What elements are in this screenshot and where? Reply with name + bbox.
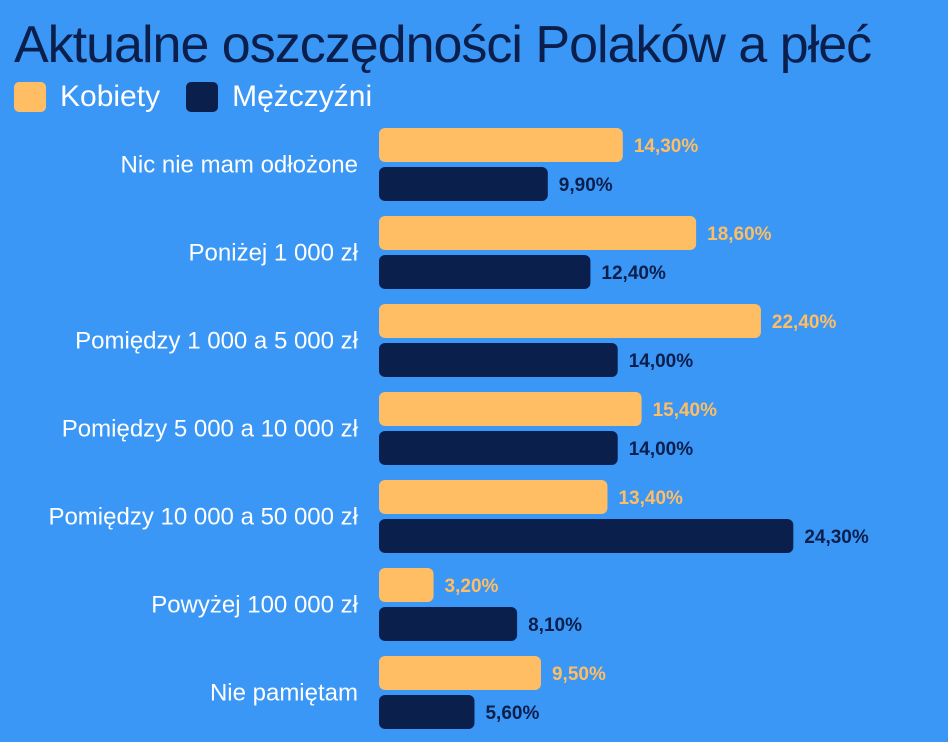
data-label-mezczyzni: 24,30% <box>804 527 869 548</box>
category-label: Pomiędzy 10 000 a 50 000 zł <box>48 504 358 531</box>
bar-kobiety <box>379 128 623 162</box>
bar-kobiety <box>379 216 697 250</box>
category-label: Powyżej 100 000 zł <box>151 592 358 619</box>
data-label-kobiety: 15,40% <box>653 400 718 421</box>
bar-mezczyzni <box>379 519 794 553</box>
bar-kobiety <box>379 568 434 602</box>
data-label-kobiety: 13,40% <box>618 488 683 509</box>
data-label-mezczyzni: 9,90% <box>559 175 613 196</box>
data-label-mezczyzni: 14,00% <box>629 439 694 460</box>
legend: Kobiety Mężczyźni <box>14 80 372 114</box>
category-label: Nic nie mam odłożone <box>121 152 358 179</box>
legend-item-kobiety: Kobiety <box>14 80 160 114</box>
legend-label-mezczyzni: Mężczyźni <box>232 80 373 113</box>
bar-kobiety <box>379 656 541 690</box>
bar-kobiety <box>379 304 761 338</box>
category-label: Pomiędzy 1 000 a 5 000 zł <box>75 328 359 355</box>
data-label-kobiety: 14,30% <box>634 136 699 157</box>
bar-mezczyzni <box>379 695 475 729</box>
bar-mezczyzni <box>379 431 618 465</box>
legend-swatch-kobiety <box>14 82 46 112</box>
data-label-mezczyzni: 14,00% <box>629 351 694 372</box>
legend-item-mezczyzni: Mężczyźni <box>186 80 372 114</box>
bar-kobiety <box>379 392 642 426</box>
data-label-kobiety: 3,20% <box>445 576 499 597</box>
data-label-mezczyzni: 12,40% <box>601 263 666 284</box>
data-label-mezczyzni: 5,60% <box>485 703 539 724</box>
category-label: Poniżej 1 000 zł <box>189 240 359 267</box>
bar-mezczyzni <box>379 343 618 377</box>
data-label-mezczyzni: 8,10% <box>528 615 582 636</box>
bar-mezczyzni <box>379 167 548 201</box>
data-label-kobiety: 18,60% <box>707 224 772 245</box>
bar-mezczyzni <box>379 255 591 289</box>
category-label: Pomiędzy 5 000 a 10 000 zł <box>62 416 359 443</box>
legend-label-kobiety: Kobiety <box>60 80 161 113</box>
category-label: Nie pamiętam <box>210 680 358 707</box>
bar-kobiety <box>379 480 608 514</box>
chart-title: Aktualne oszczędności Polaków a płeć <box>14 16 872 74</box>
data-label-kobiety: 9,50% <box>552 664 606 685</box>
legend-swatch-mezczyzni <box>186 82 219 112</box>
data-label-kobiety: 22,40% <box>772 312 837 333</box>
bar-mezczyzni <box>379 607 518 641</box>
